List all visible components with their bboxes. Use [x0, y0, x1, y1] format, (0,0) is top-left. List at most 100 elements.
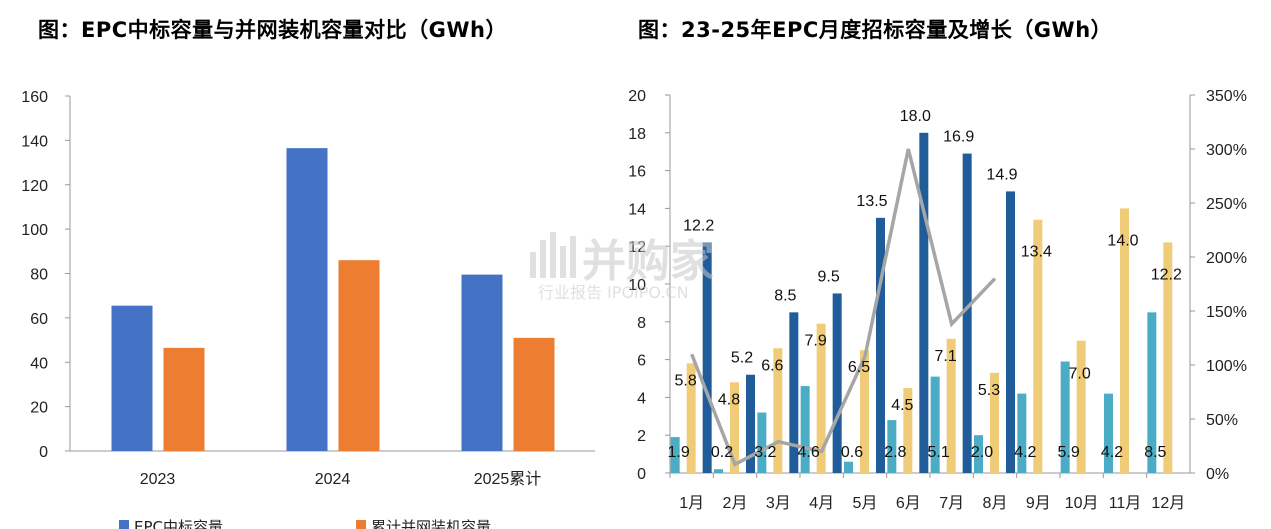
right-label-y23: 4.6	[798, 444, 820, 461]
right-y2-tick-label: 350%	[1206, 88, 1247, 105]
right-x-tick-label: 9月	[1026, 495, 1051, 512]
right-bar-y24	[686, 363, 696, 473]
right-label-y23: 0.6	[841, 444, 863, 461]
left-y-tick-label: 160	[21, 89, 48, 106]
right-bar-y24	[946, 338, 956, 473]
growth-line	[690, 148, 997, 467]
right-bar-y25	[832, 293, 842, 473]
left-y-tick-label: 60	[30, 311, 48, 328]
right-bar-y25	[789, 312, 799, 473]
right-y2-tick-label: 300%	[1206, 142, 1247, 159]
right-bar-y23	[1147, 312, 1157, 473]
right-bar-y25	[876, 217, 885, 473]
right-y-tick-label: 10	[628, 277, 646, 294]
right-y2-tick-label: 0%	[1206, 466, 1229, 483]
left-bar-grid	[163, 347, 205, 451]
right-label-y24: 4.8	[718, 391, 740, 408]
right-label-y24: 6.6	[761, 357, 783, 374]
right-label-y24: 7.0	[1069, 366, 1091, 383]
right-bar-y24	[816, 323, 826, 473]
right-y-tick-label: 20	[628, 88, 646, 105]
right-bar-y23	[930, 376, 940, 473]
right-x-tick-label: 8月	[983, 495, 1008, 512]
right-label-y24: 12.2	[1151, 266, 1182, 283]
right-label-y24: 4.5	[891, 397, 913, 414]
right-x-tick-label: 2月	[723, 495, 748, 512]
legend-label-grid: 累计并网装机容量	[371, 518, 491, 529]
right-label-y24: 6.5	[848, 359, 870, 376]
right-x-tick-label: 12月	[1151, 495, 1185, 512]
right-label-y24: 5.8	[675, 372, 697, 389]
right-label-y23: 3.2	[754, 444, 776, 461]
left-y-tick-label: 140	[21, 133, 48, 150]
right-label-y23: 4.2	[1101, 444, 1123, 461]
right-y-tick-label: 6	[637, 353, 646, 370]
right-label-y23: 5.1	[928, 444, 950, 461]
right-label-y24: 13.4	[1021, 244, 1052, 261]
right-bar-y24	[990, 372, 999, 473]
right-bar-y25	[746, 374, 755, 473]
left-x-tick-label: 2023	[140, 471, 176, 488]
right-chart-title: 图：23-25年EPC月度招标容量及增长（GWh）	[638, 18, 1113, 42]
left-y-tick-label: 20	[30, 400, 48, 417]
right-bar-y23	[1017, 393, 1027, 473]
right-bar-y24	[860, 350, 869, 473]
right-label-y24: 5.3	[978, 382, 1000, 399]
left-bar-grid	[338, 260, 380, 451]
left-y-tick-label: 0	[39, 444, 48, 461]
right-bar-y24	[730, 382, 739, 473]
right-bar-y24	[773, 348, 783, 473]
right-bar-y24	[903, 387, 913, 473]
right-y-tick-label: 16	[628, 164, 646, 181]
left-bar-epc	[111, 305, 153, 451]
left-y-tick-label: 100	[21, 222, 48, 239]
legend-swatch-epc	[119, 520, 129, 529]
legend-label-epc: EPC中标容量	[134, 518, 223, 529]
right-bar-y23	[844, 461, 853, 473]
left-chart-title: 图：EPC中标容量与并网装机容量对比（GWh）	[38, 18, 507, 42]
right-y-tick-label: 14	[628, 201, 646, 218]
right-x-tick-label: 5月	[853, 495, 878, 512]
right-x-tick-label: 6月	[896, 495, 921, 512]
left-chart: 0 20 40 60 80 100 120 140 160 2023 2024 2025累计 EPC中标…	[21, 89, 595, 529]
watermark-main-text: 并购家	[582, 236, 714, 287]
right-label-y25: 13.5	[856, 193, 887, 210]
watermark: 并购家 行业报告 IPOIPO.CN	[530, 232, 714, 302]
right-bar-y24	[1076, 340, 1086, 473]
right-label-y25: 9.5	[818, 268, 840, 285]
right-y2-tick-label: 100%	[1206, 358, 1247, 375]
right-y2-tick-label: 200%	[1206, 250, 1247, 267]
right-bar-y23	[670, 437, 680, 473]
right-bar-y23	[887, 420, 897, 473]
right-bar-y24	[1033, 219, 1043, 473]
right-label-y25: 8.5	[774, 287, 796, 304]
right-label-y23: 2.8	[884, 444, 906, 461]
right-bar-y23	[714, 469, 723, 473]
right-y-tick-label: 4	[637, 390, 646, 407]
right-bar-y23	[800, 386, 810, 473]
left-y-tick-label: 120	[21, 178, 48, 195]
right-x-tick-label: 10月	[1065, 495, 1099, 512]
right-bar-y25	[962, 153, 972, 473]
right-label-y24: 7.1	[935, 348, 957, 365]
right-y-tick-label: 12	[628, 239, 646, 256]
right-label-y25: 5.2	[731, 350, 753, 367]
right-label-y23: 2.0	[971, 444, 993, 461]
right-y2-tick-label: 250%	[1206, 196, 1247, 213]
right-bar-y24	[1163, 242, 1173, 473]
watermark-sub-text: 行业报告 IPOIPO.CN	[538, 283, 689, 302]
right-chart: 024681012141618200%50%100%150%200%250%30…	[628, 88, 1247, 512]
right-x-tick-label: 3月	[766, 495, 791, 512]
left-y-tick-label: 40	[30, 355, 48, 372]
right-label-y25: 18.0	[900, 108, 931, 125]
right-label-y24: 7.9	[805, 333, 827, 350]
right-x-tick-label: 7月	[939, 495, 964, 512]
right-y-tick-label: 2	[637, 428, 646, 445]
right-bar-y25	[1006, 191, 1015, 473]
right-x-tick-label: 4月	[809, 495, 834, 512]
right-label-y23: 8.5	[1144, 444, 1166, 461]
left-bar-epc	[286, 148, 328, 451]
right-bar-y25	[702, 242, 712, 473]
right-label-y25: 16.9	[943, 129, 974, 146]
